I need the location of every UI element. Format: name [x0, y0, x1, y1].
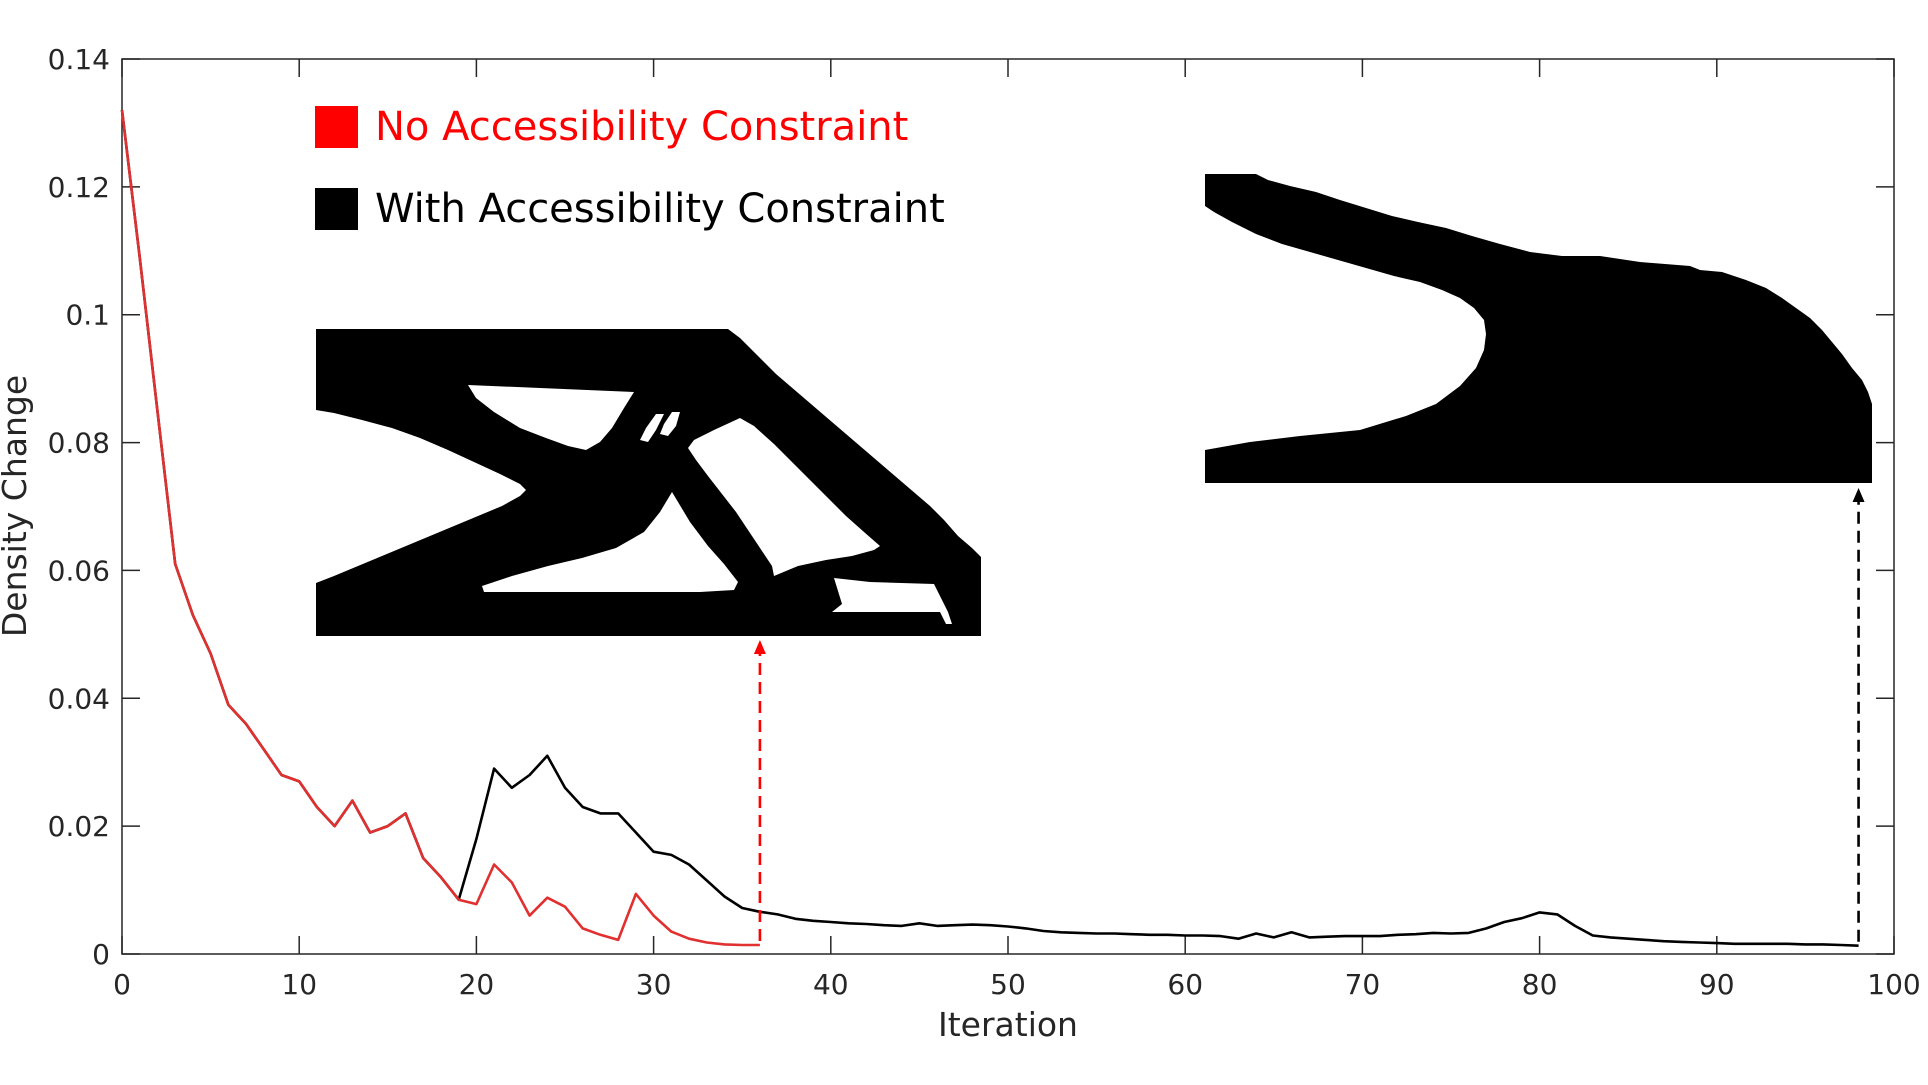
annotation-arrows	[753, 488, 1865, 942]
y-tick-label: 0.14	[48, 43, 110, 76]
y-tick-label: 0.08	[48, 427, 110, 460]
legend: No Accessibility Constraint With Accessi…	[315, 104, 945, 232]
x-tick-label: 40	[813, 968, 849, 1001]
y-tick-label: 0	[92, 938, 110, 971]
x-tick-label: 0	[113, 968, 131, 1001]
annotation-arrow-head	[753, 640, 766, 654]
x-tick-label: 90	[1699, 968, 1735, 1001]
x-tick-label: 50	[990, 968, 1026, 1001]
series-lines	[120, 109, 1859, 947]
legend-label-with-constraint: With Accessibility Constraint	[375, 186, 945, 232]
legend-swatch-no-constraint	[315, 106, 358, 148]
legend-swatch-with-constraint	[315, 188, 358, 230]
x-tick-label: 100	[1867, 968, 1920, 1001]
y-axis-label: Density Change	[0, 375, 34, 637]
x-axis-ticks: 0 10 20 30 40 50 60 70 80 90 100	[113, 59, 1921, 1001]
y-tick-label: 0.04	[48, 682, 110, 715]
x-tick-label: 20	[459, 968, 495, 1001]
annotation-arrow-head	[1852, 488, 1865, 502]
legend-label-no-constraint: No Accessibility Constraint	[375, 104, 908, 150]
x-axis-label: Iteration	[938, 1005, 1078, 1044]
y-tick-label: 0.06	[48, 554, 110, 587]
y-tick-label: 0.12	[48, 171, 110, 204]
y-tick-label: 0.1	[65, 299, 110, 332]
x-tick-label: 60	[1167, 968, 1203, 1001]
series-line-with-constraint	[120, 109, 1859, 947]
series-line-no-constraint	[120, 109, 760, 947]
y-axis-ticks: 0 0.02 0.04 0.06 0.08 0.1 0.12 0.14	[48, 43, 1894, 971]
x-tick-label: 70	[1345, 968, 1381, 1001]
y-tick-label: 0.02	[48, 810, 110, 843]
x-tick-label: 10	[281, 968, 317, 1001]
cantilever-topology-image	[1205, 174, 1872, 483]
x-tick-label: 30	[636, 968, 672, 1001]
truss-topology-image	[316, 329, 981, 636]
x-tick-label: 80	[1522, 968, 1558, 1001]
